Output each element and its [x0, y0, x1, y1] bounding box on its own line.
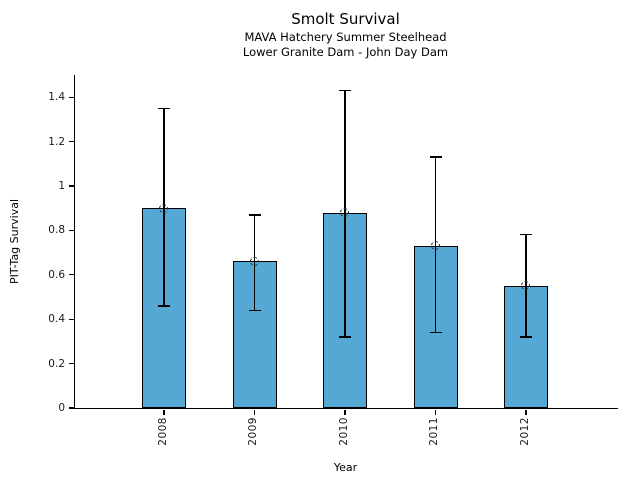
x-axis-title: Year [333, 461, 358, 474]
y-tick-label: 0.4 [48, 313, 65, 326]
error-bar-cap-top [158, 107, 170, 109]
point-estimate-marker [340, 207, 350, 217]
chart-subtitle-line2: Lower Granite Dam - John Day Dam [242, 45, 449, 59]
y-tick-mark [68, 362, 74, 365]
y-tick-label: 1.2 [48, 135, 65, 148]
x-tick-label: 2010 [337, 417, 350, 446]
x-tick-mark [525, 410, 527, 415]
chart-title: Smolt Survival [291, 10, 400, 28]
x-tick-mark [434, 410, 437, 415]
x-tick-label: 2012 [518, 417, 531, 446]
error-bar-cap-top [248, 214, 261, 216]
point-estimate-marker [159, 203, 169, 213]
error-bar-cap-top [520, 234, 532, 236]
y-tick-mark [68, 318, 74, 320]
y-tick-label: 0.2 [48, 357, 65, 370]
x-tick-label: 2008 [156, 417, 169, 446]
x-tick-mark [344, 410, 346, 415]
y-tick-label: 1 [58, 180, 65, 192]
point-estimate-marker [249, 256, 259, 266]
y-tick-label: 1.4 [48, 91, 65, 104]
y-tick-mark [68, 407, 74, 409]
chart-subtitle-line1: MAVA Hatchery Summer Steelhead [244, 30, 447, 44]
x-tick-label: 2011 [428, 417, 440, 446]
error-bar-cap-bottom [339, 336, 351, 338]
x-tick-label: 2009 [247, 417, 259, 446]
y-tick-mark [68, 274, 74, 276]
plot-area: 0 0.2 0.4 0.6 0.8 1 1.2 1.4 2008 2009 2010 2011 2012 [48, 75, 618, 446]
point-estimate-marker [430, 241, 440, 251]
error-bar-cap-bottom [158, 305, 170, 307]
y-tick-mark [68, 140, 74, 143]
error-bar-cap-top [339, 89, 351, 92]
y-tick-label: 0 [58, 402, 65, 414]
error-bar-cap-bottom [520, 336, 532, 338]
x-tick-mark [253, 410, 256, 415]
y-tick-label: 0.8 [48, 224, 65, 237]
y-tick-label: 0.6 [48, 268, 65, 281]
x-tick-mark [163, 410, 165, 415]
y-tick-mark [68, 96, 74, 98]
error-bar-cap-top [429, 156, 442, 158]
error-bar-cap-bottom [429, 331, 442, 334]
y-tick-mark [68, 185, 74, 187]
y-tick-mark [68, 229, 74, 232]
point-estimate-marker [521, 281, 531, 291]
error-bar-cap-bottom [248, 309, 261, 311]
